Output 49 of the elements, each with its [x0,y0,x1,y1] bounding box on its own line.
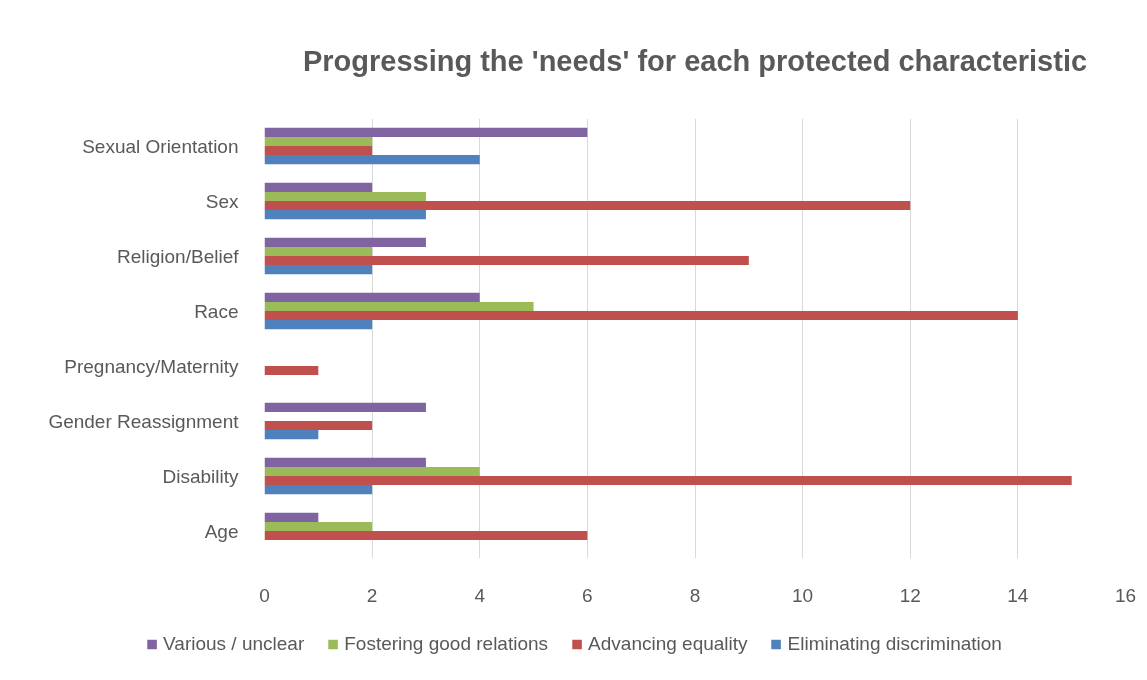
y-tick-label: Gender Reassignment [48,410,240,432]
x-tick-label: 10 [792,584,814,606]
bar [264,246,373,256]
bar [264,265,373,275]
x-tick-label: 16 [1114,584,1137,606]
bar [264,320,373,330]
x-tick-label: 6 [582,584,593,606]
legend-label: Eliminating discrimination [787,633,1002,655]
bar [264,366,319,376]
x-tick-label: 14 [1007,584,1029,606]
bar [264,127,588,137]
bar [264,476,1072,486]
bar [264,485,373,495]
bar [264,136,373,146]
bar [264,457,426,467]
chart-title: Progressing the 'needs' for each protected characteristic [302,44,1088,77]
legend-label: Various / unclear [163,633,305,655]
x-tick-label: 0 [259,584,270,606]
bar [264,237,426,247]
y-tick-label: Sex [205,190,239,212]
x-tick-label: 4 [474,584,486,606]
bar [264,155,480,165]
y-tick-label: Race [194,300,239,322]
bar [264,146,373,156]
bar [264,421,373,431]
legend-label: Advancing equality [588,633,748,655]
bar [264,256,749,266]
bar [264,311,1018,321]
x-tick-label: 2 [366,584,378,606]
bar [264,301,534,311]
y-tick-label: Disability [162,465,239,487]
x-tick-label: 12 [899,584,921,606]
legend-label: Fostering good relations [344,633,549,655]
bar [264,201,911,211]
y-tick-label: Sexual Orientation [82,135,239,157]
x-tick-label: 8 [689,584,701,606]
bar [264,182,373,192]
bar [264,210,426,220]
y-tick-label: Age [204,520,239,542]
bar [264,402,426,412]
bar [264,531,588,541]
bar [264,512,319,522]
bar [264,466,480,476]
y-tick-label: Religion/Belief [117,245,240,267]
bar [264,292,480,302]
bar [264,191,426,201]
y-tick-label: Pregnancy/Maternity [64,355,239,377]
bar [264,521,373,531]
bar [264,430,319,440]
